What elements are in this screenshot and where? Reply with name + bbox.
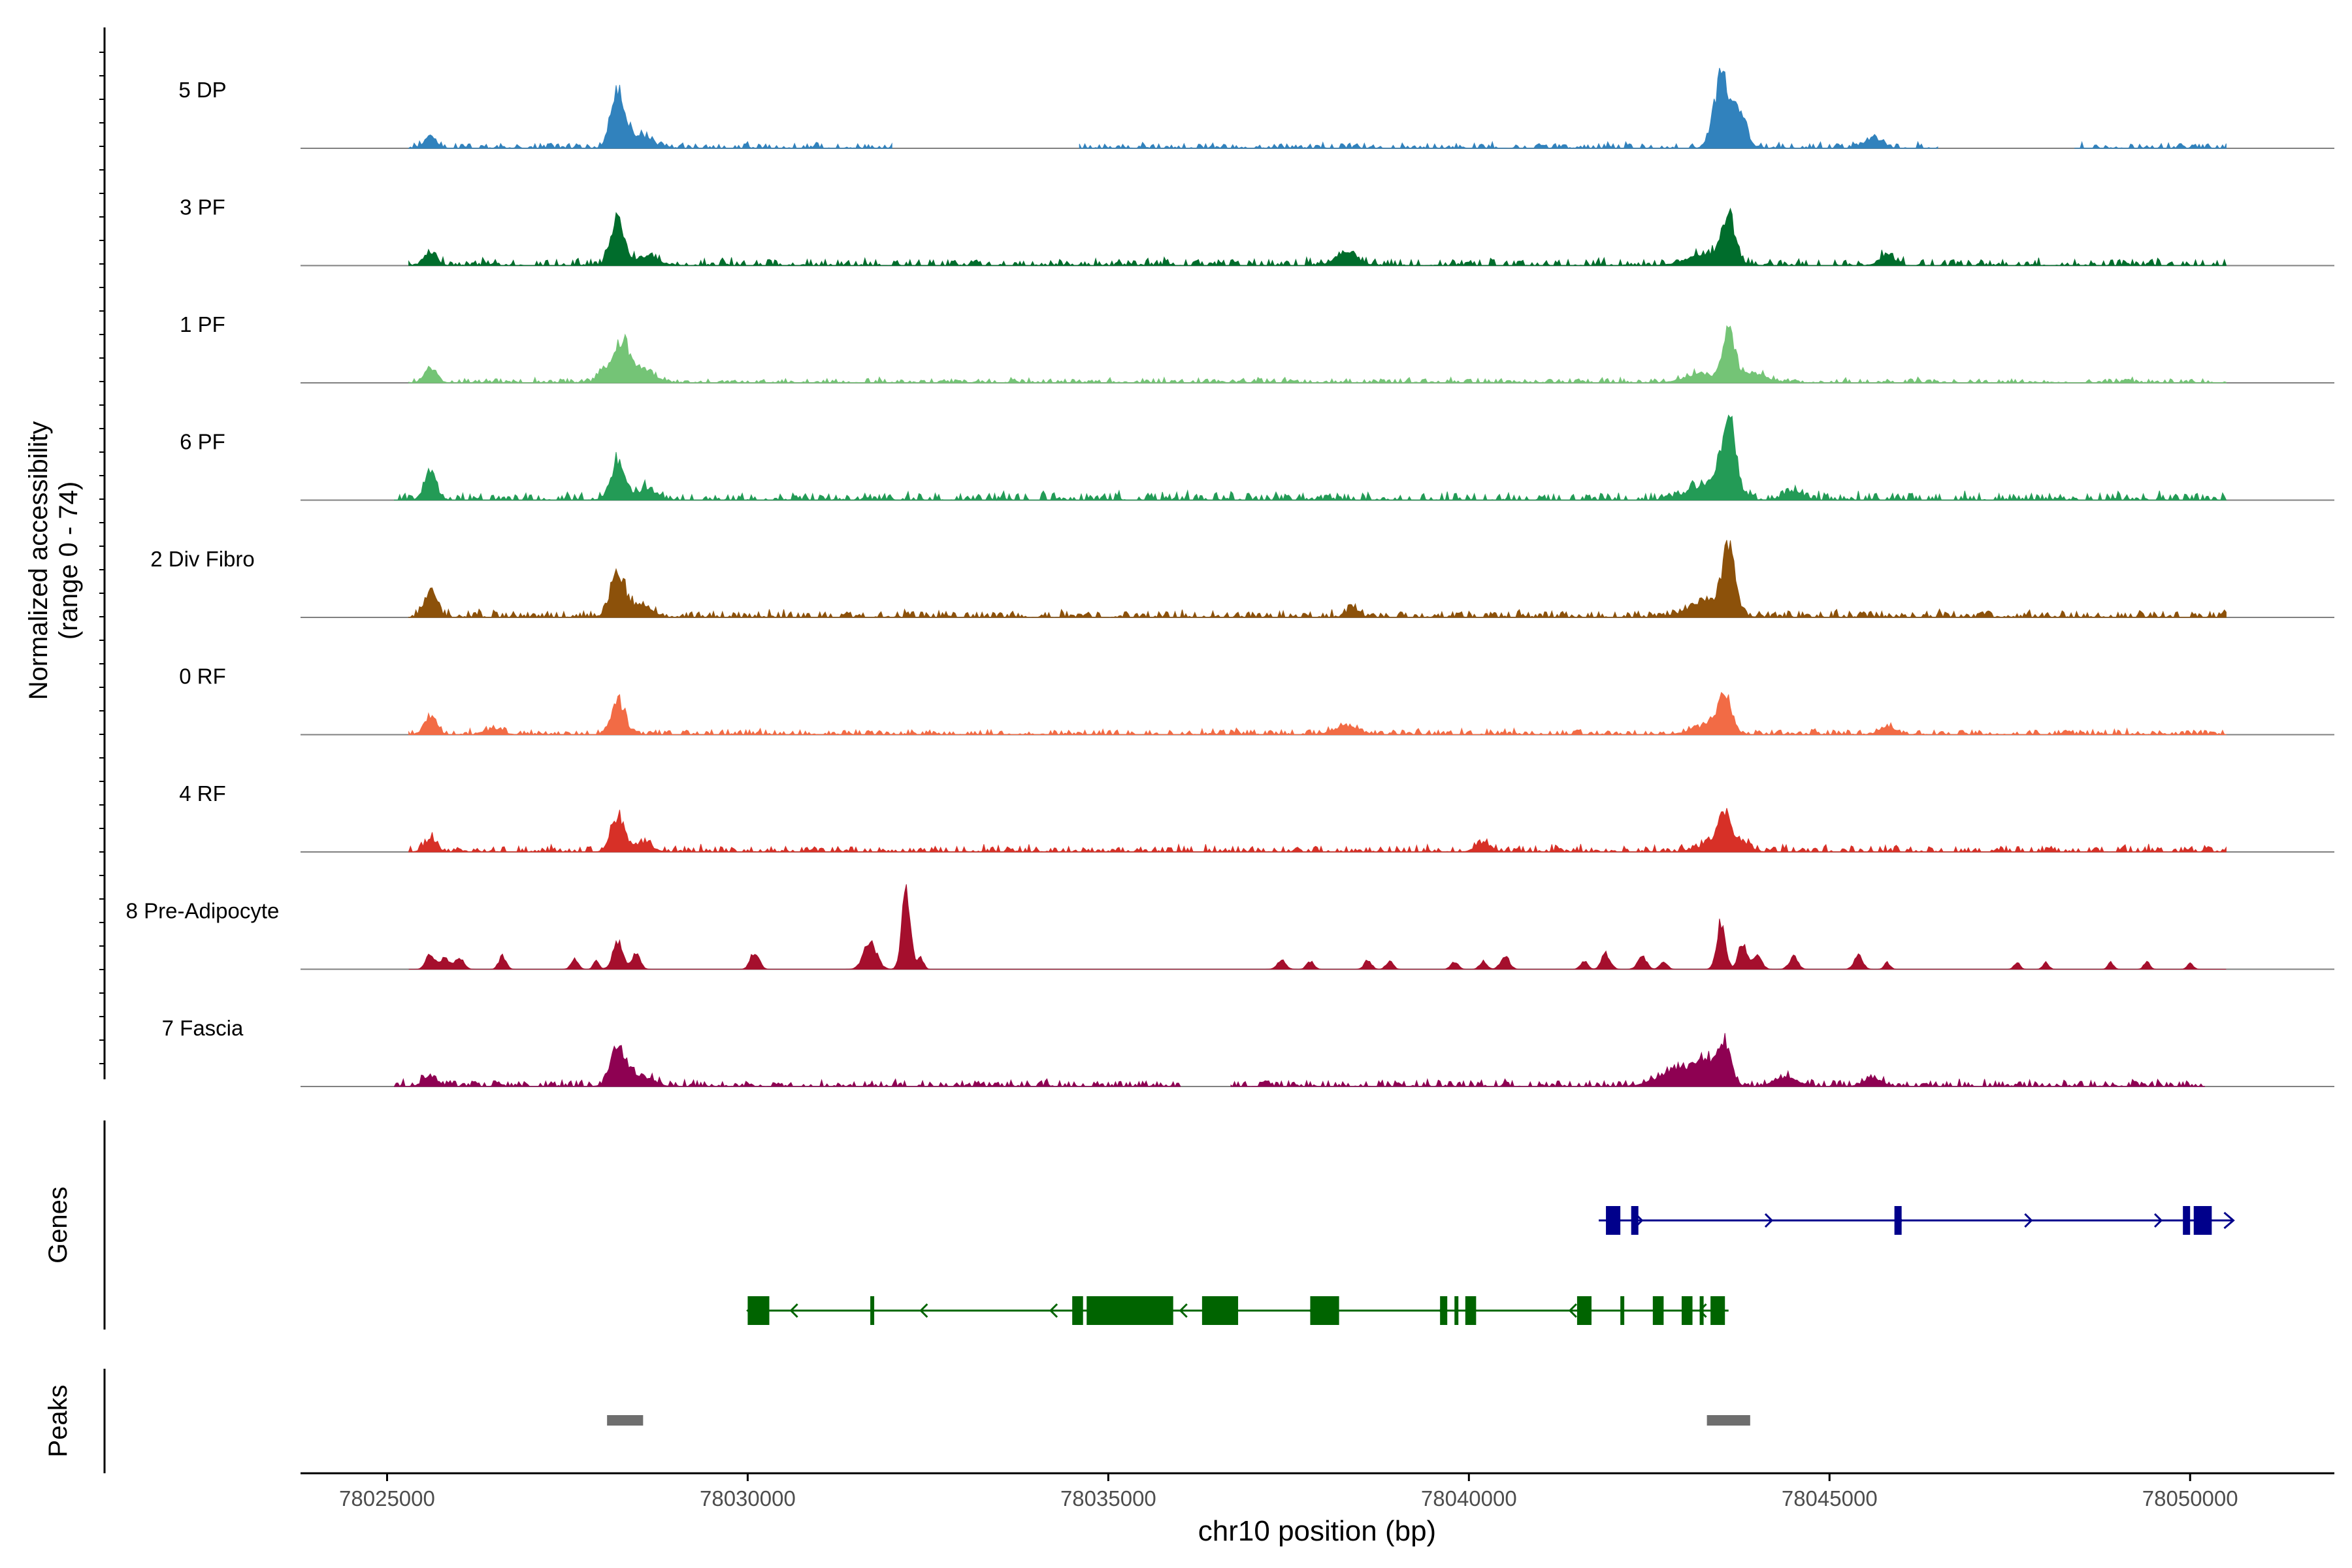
x-tick-label: 78050000 — [2142, 1486, 2238, 1511]
exon-block — [1894, 1206, 1902, 1235]
track-3: 1 PF — [180, 312, 2334, 384]
coverage-area — [394, 414, 2227, 502]
called-peak — [1707, 1415, 1750, 1426]
y-axis-title-line1: Normalized accessibility — [24, 421, 53, 700]
strand-chevron — [2154, 1213, 2163, 1228]
exon-block — [747, 1296, 770, 1325]
x-tick-label: 78040000 — [1421, 1486, 1517, 1511]
track-label: 8 Pre-Adipocyte — [126, 899, 280, 923]
exon-block — [1576, 1296, 1592, 1325]
strand-chevron — [1179, 1303, 1188, 1318]
strand-chevron — [919, 1303, 928, 1318]
coverage-area — [408, 67, 2227, 150]
strand-chevron — [1568, 1303, 1577, 1318]
track-8: 8 Pre-Adipocyte — [126, 884, 2334, 970]
strand-chevron — [1764, 1213, 1774, 1228]
gene-end-arrow — [2223, 1211, 2235, 1230]
coverage-area — [408, 884, 2227, 970]
coverage-y-axis-ticks — [99, 52, 105, 1064]
exon-block — [2193, 1206, 2212, 1235]
exon-block — [1201, 1296, 1239, 1325]
strand-chevron — [789, 1303, 798, 1318]
x-tick-label: 78025000 — [339, 1486, 435, 1511]
exon-block — [1310, 1296, 1339, 1325]
called-peaks — [607, 1415, 1750, 1426]
track-label: 3 PF — [180, 195, 225, 220]
track-9: 7 Fascia — [162, 1016, 2334, 1088]
coverage-area — [408, 691, 2227, 736]
genes-panel-label: Genes — [44, 1186, 73, 1264]
x-axis-title: chr10 position (bp) — [1198, 1515, 1436, 1547]
exon-block — [1465, 1296, 1477, 1325]
y-axis-title-line2: (range 0 - 74) — [54, 482, 83, 640]
coverage-area — [394, 1033, 2205, 1088]
track-7: 4 RF — [179, 781, 2334, 853]
exon-block — [1652, 1296, 1664, 1325]
exon-block — [870, 1296, 875, 1325]
gene-Aire: Aire — [746, 1296, 1729, 1325]
strand-chevron — [1049, 1303, 1058, 1318]
strand-chevron — [2024, 1213, 2033, 1228]
called-peak — [607, 1415, 644, 1426]
exon-block — [1631, 1206, 1639, 1235]
track-label: 4 RF — [179, 781, 226, 806]
exon-block — [1072, 1296, 1083, 1325]
coverage-area — [408, 207, 2227, 267]
track-1: 5 DP — [178, 67, 2334, 150]
gene-annotations: Dnmt3l Aire — [746, 1206, 2235, 1325]
exon-block — [1086, 1296, 1173, 1325]
x-tick-label: 78035000 — [1060, 1486, 1156, 1511]
track-label: 0 RF — [179, 664, 226, 689]
track-label: 7 Fascia — [162, 1016, 244, 1040]
x-tick-label: 78030000 — [700, 1486, 796, 1511]
track-4: 6 PF — [180, 414, 2334, 502]
track-5: 2 Div Fibro — [150, 540, 2334, 619]
exon-block — [1620, 1296, 1625, 1325]
track-label: 6 PF — [180, 430, 225, 454]
exon-block — [1440, 1296, 1448, 1325]
track-label: 1 PF — [180, 312, 225, 336]
exon-block — [1454, 1296, 1459, 1325]
gene-Dnmt3l: Dnmt3l — [1599, 1206, 2235, 1235]
coverage-area — [408, 540, 2227, 619]
exon-block — [1710, 1296, 1725, 1325]
track-label: 5 DP — [178, 78, 226, 102]
x-axis-ticks: 78025000 78030000 78035000 78040000 78045000… — [339, 1473, 2238, 1511]
exon-block — [2183, 1206, 2191, 1235]
exon-block — [1606, 1206, 1621, 1235]
exon-block — [1699, 1296, 1704, 1325]
coverage-tracks: 5 DP 3 PF 1 PF 6 PF 2 Div Fibro 0 RF 4 RF 8 Pre… — [126, 67, 2334, 1088]
exon-block — [1681, 1296, 1693, 1325]
peaks-panel-label: Peaks — [44, 1384, 73, 1457]
coverage-area — [408, 325, 2227, 384]
x-tick-label: 78045000 — [1782, 1486, 1878, 1511]
track-6: 0 RF — [179, 664, 2334, 736]
track-2: 3 PF — [180, 195, 2334, 267]
coverage-area — [408, 808, 2227, 853]
track-label: 2 Div Fibro — [150, 547, 255, 571]
